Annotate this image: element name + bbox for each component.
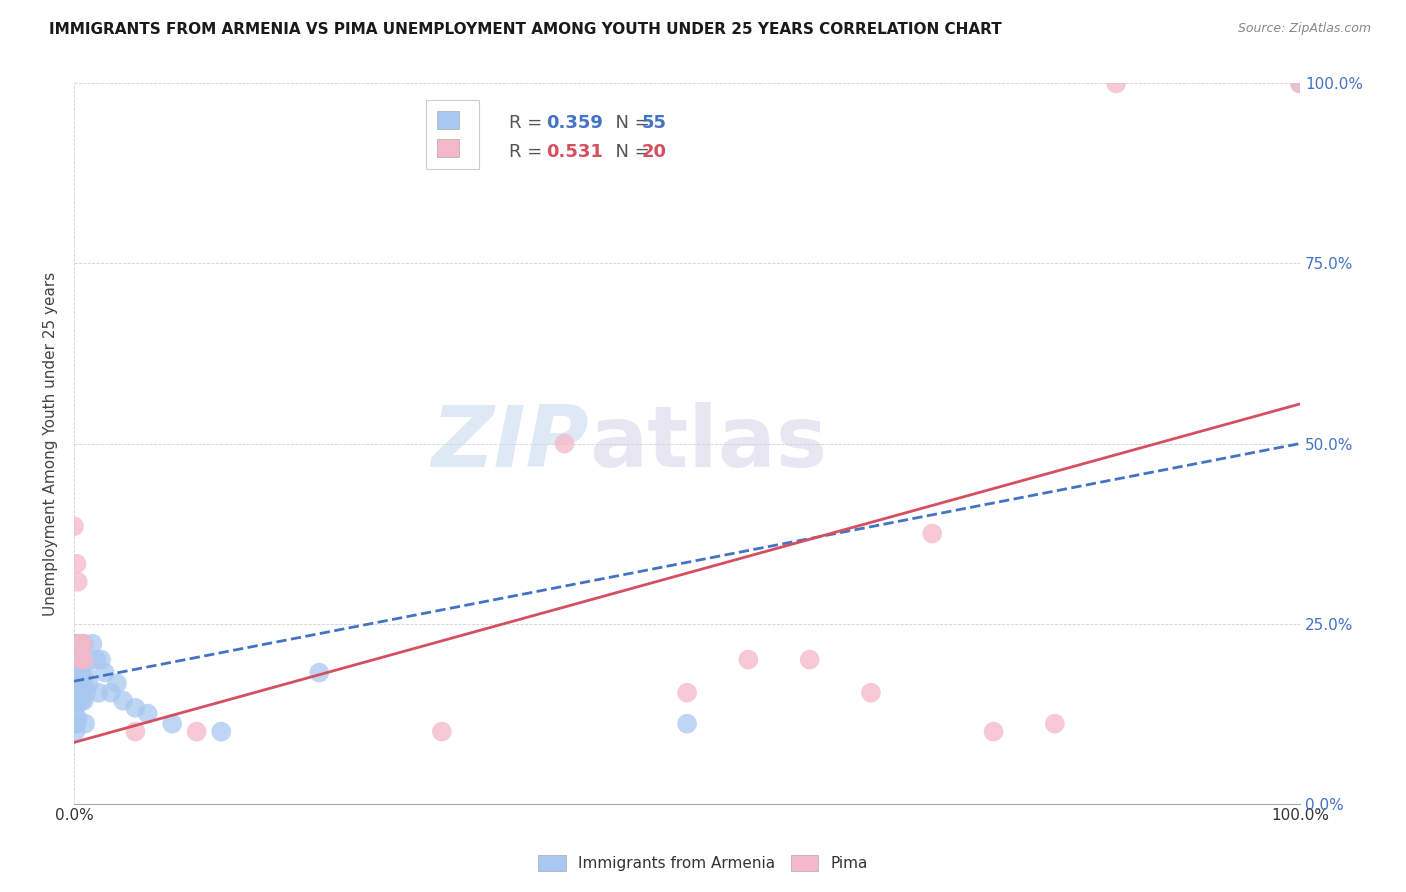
Point (65, 693, 87, 707)
Point (65, 724, 87, 739)
Point (69, 652, 91, 666)
Text: R =: R = (509, 143, 548, 161)
Point (799, 652, 821, 666)
Point (73, 693, 96, 707)
Point (1105, 77, 1128, 91)
Point (65, 557, 87, 571)
Point (65, 716, 87, 731)
Point (75, 716, 97, 731)
Legend: Immigrants from Armenia, Pima: Immigrants from Armenia, Pima (533, 849, 873, 877)
Point (66, 637, 89, 651)
Point (69, 665, 91, 680)
Point (1043, 716, 1066, 731)
Point (1289, 77, 1312, 91)
Point (676, 686, 699, 700)
Point (67, 665, 90, 680)
Point (77, 676, 100, 690)
Text: R =: R = (509, 114, 548, 132)
Point (65, 652, 87, 666)
Point (430, 724, 453, 739)
Point (737, 652, 759, 666)
Point (63, 519, 86, 533)
Point (676, 716, 699, 731)
Point (160, 716, 183, 731)
Point (66, 652, 89, 666)
Point (63, 637, 86, 651)
Point (82, 637, 104, 651)
Text: atlas: atlas (589, 402, 827, 485)
Text: N =: N = (603, 143, 655, 161)
Point (983, 724, 1005, 739)
Point (70, 665, 93, 680)
Point (124, 724, 146, 739)
Point (73, 676, 96, 690)
Point (186, 724, 208, 739)
Point (65, 676, 87, 690)
Point (65, 652, 87, 666)
Point (67, 652, 90, 666)
Point (70, 676, 93, 690)
Point (65, 652, 87, 666)
Point (67, 686, 90, 700)
Point (136, 706, 159, 721)
Text: N =: N = (603, 114, 655, 132)
Point (69, 637, 91, 651)
Point (67, 686, 90, 700)
Text: Source: ZipAtlas.com: Source: ZipAtlas.com (1237, 22, 1371, 36)
Point (87, 686, 110, 700)
Text: 0.359: 0.359 (546, 114, 603, 132)
Y-axis label: Unemployment Among Youth under 25 years: Unemployment Among Youth under 25 years (44, 271, 58, 615)
Point (72, 686, 94, 700)
Point (65, 693, 87, 707)
Point (69, 686, 91, 700)
Text: IMMIGRANTS FROM ARMENIA VS PIMA UNEMPLOYMENT AMONG YOUTH UNDER 25 YEARS CORRELAT: IMMIGRANTS FROM ARMENIA VS PIMA UNEMPLOY… (49, 22, 1002, 37)
Point (75, 686, 97, 700)
Point (105, 676, 128, 690)
Point (73, 652, 96, 666)
Point (859, 686, 882, 700)
Point (100, 686, 122, 700)
Point (553, 436, 575, 450)
Point (209, 724, 232, 739)
Point (93, 665, 115, 680)
Point (65, 686, 87, 700)
Text: ZIP: ZIP (432, 402, 589, 485)
Point (1289, 77, 1312, 91)
Point (70, 652, 93, 666)
Point (84, 652, 107, 666)
Point (69, 676, 91, 690)
Text: 20: 20 (641, 143, 666, 161)
Point (90, 652, 112, 666)
Point (66, 712, 89, 726)
Point (112, 693, 135, 707)
Legend: , : , (426, 100, 478, 169)
Point (72, 637, 94, 651)
Point (66, 574, 89, 589)
Point (72, 652, 94, 666)
Point (73, 637, 96, 651)
Text: 55: 55 (641, 114, 666, 132)
Point (72, 652, 94, 666)
Point (308, 665, 330, 680)
Point (65, 693, 87, 707)
Point (65, 665, 87, 680)
Point (65, 716, 87, 731)
Point (66, 676, 89, 690)
Point (70, 693, 93, 707)
Point (124, 701, 146, 715)
Text: 0.531: 0.531 (546, 143, 603, 161)
Point (65, 637, 87, 651)
Point (75, 665, 97, 680)
Point (65, 701, 87, 715)
Point (921, 526, 943, 541)
